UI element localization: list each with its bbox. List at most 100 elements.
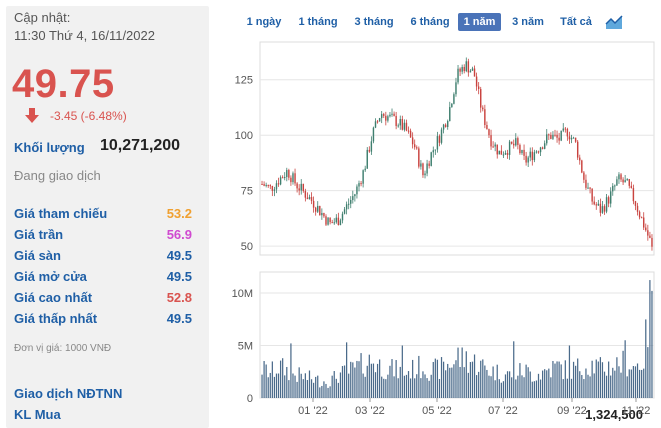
candle-body [645, 227, 647, 231]
volume-bar [473, 354, 476, 398]
candle-body [506, 153, 509, 155]
volume-bar [298, 367, 300, 398]
candle-body [327, 217, 329, 225]
candle-body [467, 61, 470, 73]
candle-body [570, 137, 573, 140]
volume-bar [267, 377, 269, 398]
volume-bar [306, 380, 309, 398]
candle-body [279, 177, 282, 185]
volume-bar [333, 371, 335, 398]
volume-bar [339, 372, 342, 398]
range-1-month[interactable]: 1 tháng [298, 16, 338, 28]
volume-bar [354, 367, 356, 398]
volume-bar [484, 365, 486, 398]
candle-body [517, 138, 519, 145]
volume-bar [539, 379, 542, 398]
volume-value: 10,271,200 [100, 137, 181, 154]
range-3-months[interactable]: 3 tháng [354, 16, 394, 28]
range-6-months[interactable]: 6 tháng [410, 16, 450, 28]
volume-bar [329, 386, 331, 398]
volume-bar [341, 366, 344, 398]
volume-bar [442, 361, 445, 398]
candle-body [504, 153, 507, 155]
volume-bar [356, 360, 358, 398]
volume-bar [537, 373, 540, 398]
time-tick-label: 07 '22 [488, 405, 518, 417]
candle-body [310, 197, 313, 201]
candle-body [515, 138, 517, 146]
candle-body [449, 107, 451, 122]
volume-bar [624, 340, 626, 398]
candle-body [531, 151, 534, 161]
stat-row-low: Giá thấp nhất 49.5 [14, 311, 192, 331]
time-tick-label: 11 '22 [622, 405, 651, 417]
range-1-day[interactable]: 1 ngày [246, 16, 282, 28]
candle-body [537, 151, 540, 153]
candle-body [292, 173, 294, 183]
volume-bar [647, 347, 649, 398]
candle-body [453, 94, 455, 104]
candle-body [304, 190, 307, 198]
price-tick-label: 75 [241, 186, 253, 198]
candle-body [364, 168, 366, 171]
volume-bar [560, 364, 562, 398]
volume-bar [630, 369, 632, 398]
volume-bar [504, 374, 507, 398]
candle-body [599, 203, 602, 213]
candle-body [317, 205, 319, 212]
price-axis-labels: 125 100 75 50 [235, 75, 253, 253]
volume-bar [308, 370, 311, 398]
volume-bar [401, 345, 403, 398]
candle-body [428, 163, 430, 166]
candle-body [628, 179, 630, 186]
volume-bar [261, 374, 263, 398]
area-chart-icon[interactable] [605, 13, 623, 31]
volume-bar [589, 376, 591, 398]
volume-bar [498, 379, 500, 398]
volume-bar [343, 365, 346, 398]
range-all[interactable]: Tất cả [560, 16, 592, 28]
candle-body [376, 121, 379, 123]
volume-bar [529, 371, 531, 398]
volume-panel-frame [259, 271, 655, 399]
candle-body [622, 179, 624, 183]
volume-bar [346, 342, 348, 398]
volume-bar [275, 373, 278, 398]
volume-bar [383, 378, 385, 398]
volume-bar [438, 378, 441, 398]
candle-body [277, 183, 280, 185]
range-3-years[interactable]: 3 năm [512, 16, 544, 28]
stat-row-reference: Giá tham chiếu 53.2 [14, 206, 192, 226]
volume-bar [467, 372, 469, 398]
candle-body [614, 185, 616, 187]
candle-body [548, 134, 550, 136]
volume-bar [643, 368, 645, 398]
candle-body [395, 115, 397, 126]
candle-body [593, 201, 595, 205]
candle-body [568, 136, 571, 140]
candle-body [556, 134, 558, 138]
volume-bar [587, 374, 589, 398]
volume-bar [453, 364, 455, 398]
candle-body [587, 187, 589, 189]
volume-bar [362, 373, 364, 398]
candle-body [585, 179, 587, 188]
candle-body [562, 128, 564, 131]
volume-bar [533, 381, 535, 398]
candle-body [558, 137, 560, 141]
candle-body [430, 152, 432, 166]
candle-body [566, 128, 569, 137]
volume-bar [478, 371, 480, 398]
candle-body [401, 119, 404, 130]
time-tick-label: 01 '22 [298, 405, 328, 417]
volume-bar [626, 376, 628, 398]
volume-bar [412, 359, 414, 398]
candle-body [267, 184, 269, 186]
candle-body [331, 222, 333, 224]
candle-body [581, 160, 583, 173]
candle-body [341, 213, 344, 221]
price-change-row: -3.45 (-6.48%) [24, 108, 127, 124]
candle-body [482, 107, 484, 110]
range-1-year[interactable]: 1 năm [458, 13, 501, 31]
volume-bar [445, 370, 447, 398]
